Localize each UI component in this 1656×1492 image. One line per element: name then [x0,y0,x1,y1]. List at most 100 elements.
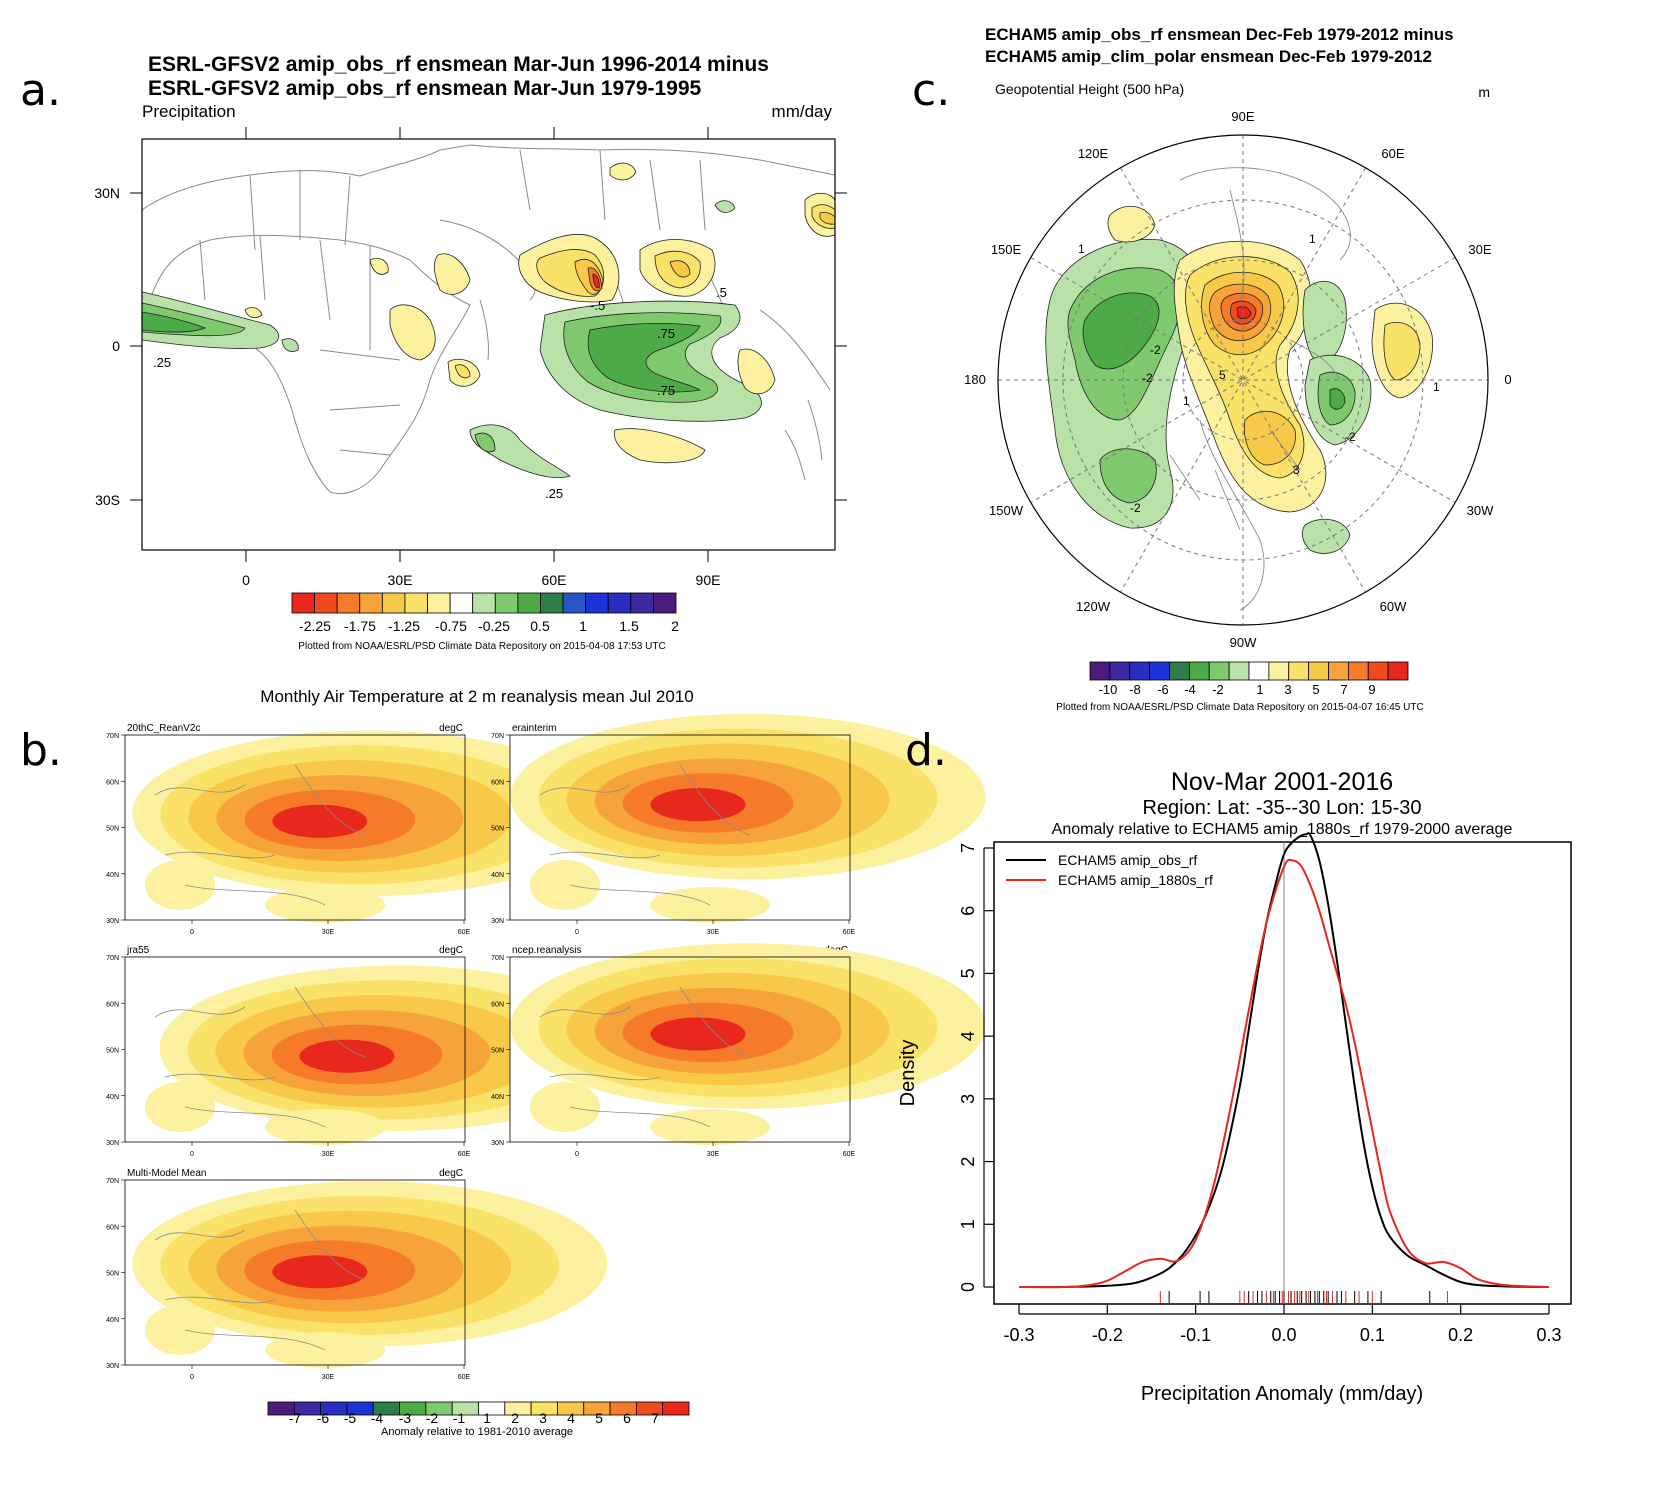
colorbar-tick-label: -6 [317,1410,330,1426]
colorbar-swatch [1387,661,1409,681]
panel-b-colorbar [267,1401,690,1416]
panel-a-lat-label: 30N [94,185,120,201]
lon-label: 0 [575,929,579,936]
colorbar-swatch [607,592,632,614]
colorbar-swatch [662,1401,690,1416]
colorbar-tick-label: 5 [1312,682,1319,697]
panel-a-credit: Plotted from NOAA/ESRL/PSD Climate Data … [298,641,665,652]
y-tick-label: 0 [958,1282,978,1292]
colorbar-tick-label: 7 [651,1410,659,1426]
map-dataset-label: erainterim [512,723,556,734]
x-tick-label: -0.2 [1092,1325,1123,1345]
x-tick-label: -0.1 [1180,1325,1211,1345]
panel-a-contour-label: .25 [545,486,563,501]
temperature-map: erainterimdegC70N60N50N40N30N030E60E [491,713,986,936]
colorbar-swatch [1347,661,1369,681]
lat-label: 50N [106,826,119,833]
colorbar-tick-label: 9 [1368,682,1375,697]
colorbar-swatch [1089,661,1111,681]
temperature-anomaly-band [272,1255,368,1289]
colorbar-tick-label: 3 [539,1410,547,1426]
x-axis-title: Precipitation Anomaly (mm/day) [1141,1383,1423,1405]
lat-label: 70N [106,1178,119,1185]
panel-label-b: b. [20,725,62,776]
lat-label: 30N [106,1363,119,1370]
colorbar-swatch [494,592,519,614]
panel-c-lon-label: 150E [991,242,1022,257]
chart-subtitle-2: Anomaly relative to ECHAM5 amip_1880s_rf… [1052,821,1513,838]
panel-a-lat-label: 30S [95,492,120,508]
panel-c-contour-label: -2 [1150,343,1161,357]
lon-label: 30E [707,1151,720,1158]
colorbar-tick-label: 1.5 [619,618,639,634]
map-dataset-label: jra55 [126,945,150,956]
panel-c: c. ECHAM5 amip_obs_rf ensmean Dec-Feb 19… [912,25,1512,713]
colorbar-swatch [540,592,564,614]
lat-label: 30N [106,918,119,925]
panel-a-lon-label: 0 [242,572,250,588]
temperature-anomaly-band [530,1082,600,1132]
panel-c-contour-label: 5 [1219,368,1226,382]
colorbar-tick-label: 7 [1340,682,1347,697]
colorbar-tick-label: -1.75 [344,618,376,634]
coastline [154,1209,366,1351]
panel-a-lon-label: 90E [696,572,721,588]
panel-c-lon-label: 60W [1380,599,1407,614]
panel-c-lon-label: 30E [1468,242,1491,257]
colorbar-tick-label: 1 [483,1410,491,1426]
panel-c-lon-label: 90W [1230,635,1257,650]
coastline [154,986,366,1128]
y-tick-label: 2 [958,1157,978,1167]
panel-c-lon-label: 30W [1467,503,1494,518]
y-tick-label: 5 [958,968,978,978]
colorbar-tick-label: -8 [1129,682,1141,697]
colorbar-tick-label: -2 [426,1410,439,1426]
colorbar-tick-label: -1.25 [388,618,420,634]
temperature-anomaly-band [145,1305,215,1355]
panel-c-colorbar-labels: -10 -8 -6 -4 -2 1 3 5 7 9 [1099,682,1376,697]
panel-c-title-line1: ECHAM5 amip_obs_rf ensmean Dec-Feb 1979-… [985,25,1454,44]
colorbar-swatch [359,592,383,614]
panel-a: a. ESRL-GFSV2 amip_obs_rf ensmean Mar-Ju… [20,53,847,652]
colorbar-tick-label: -1 [453,1410,466,1426]
map-dataset-label: Multi-Model Mean [127,1168,206,1179]
panel-b: b. Monthly Air Temperature at 2 m reanal… [20,687,986,1438]
lat-label: 70N [106,733,119,740]
map-unit-label: degC [439,1168,463,1179]
lon-label: 60E [458,929,471,936]
panel-c-lon-label: 60E [1381,146,1404,161]
chart-subtitle: Region: Lat: -35--30 Lon: 15-30 [1142,797,1421,819]
lon-label: 30E [322,929,335,936]
panel-c-credit: Plotted from NOAA/ESRL/PSD Climate Data … [1056,702,1423,713]
lon-label: 30E [322,1151,335,1158]
lon-label: 60E [843,929,856,936]
lat-label: 30N [491,1140,504,1147]
colorbar-tick-label: -10 [1099,682,1118,697]
panel-a-colorbar-labels: -2.25 -1.75 -1.25 -0.75 -0.25 0.5 1 1.5 2 [299,618,679,634]
lat-label: 40N [106,1094,119,1101]
colorbar-tick-label: 1 [1256,682,1263,697]
map-unit-label: degC [439,723,463,734]
lat-label: 60N [491,779,504,786]
lat-label: 70N [491,733,504,740]
y-tick-label: 7 [958,843,978,853]
colorbar-swatch [449,592,474,614]
coastline [539,764,751,906]
lon-label: 60E [458,1151,471,1158]
temperature-anomaly-band [145,860,215,910]
y-tick-label: 3 [958,1094,978,1104]
lat-label: 40N [491,1094,504,1101]
colorbar-swatch [1328,661,1349,681]
lon-label: 0 [190,1374,194,1381]
colorbar-tick-label: -0.75 [435,618,467,634]
panel-a-colorbar [291,592,677,614]
lat-label: 60N [491,1001,504,1008]
colorbar-tick-label: -4 [1184,682,1196,697]
lat-label: 60N [106,779,119,786]
lat-label: 30N [106,1140,119,1147]
colorbar-tick-label: 1 [579,618,587,634]
x-tick-label: 0.0 [1271,1325,1296,1345]
colorbar-tick-label: 4 [567,1410,575,1426]
panel-c-lon-label: 120E [1078,146,1109,161]
colorbar-tick-label: -2.25 [299,618,331,634]
